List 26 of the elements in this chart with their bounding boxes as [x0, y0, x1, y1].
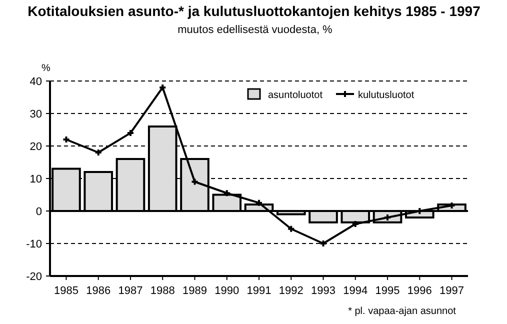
x-tick-label: 1990 [214, 285, 240, 297]
x-tick-label: 1994 [343, 285, 368, 297]
x-tick-label: 1985 [54, 285, 78, 297]
y-tick-label: 0 [36, 206, 42, 218]
y-tick-label: 20 [30, 141, 42, 153]
x-tick-label: 1995 [375, 285, 400, 297]
chart-subtitle: muutos edellisestä vuodesta, % [178, 24, 333, 36]
y-tick-label: 40 [30, 76, 42, 88]
y-axis-title: % [42, 63, 51, 74]
y-tick-label: 10 [30, 174, 42, 186]
text: * pl. vapaa-ajan asunnot [348, 306, 456, 317]
y-tick-label: -20 [26, 271, 42, 283]
legend-label: kulutusluotot [358, 90, 414, 101]
x-tick-label: 1993 [311, 285, 336, 297]
x-tick-label: 1991 [246, 285, 272, 297]
x-tick-label: 1996 [407, 285, 432, 297]
legend-label: asuntoluotot [268, 90, 323, 101]
x-tick-label: 1997 [440, 285, 464, 297]
chart-title: Kotitalouksien asunto-* ja kulutusluottokantojen kehitys 1985 - 1997 [28, 3, 481, 19]
x-tick-label: 1988 [150, 285, 175, 297]
y-tick-label: 30 [30, 108, 42, 120]
x-tick-label: 1989 [182, 285, 207, 297]
x-tick-label: 1986 [86, 285, 111, 297]
y-tick-label: -10 [26, 238, 42, 250]
x-tick-label: 1987 [118, 285, 143, 297]
x-tick-label: 1992 [278, 285, 304, 297]
